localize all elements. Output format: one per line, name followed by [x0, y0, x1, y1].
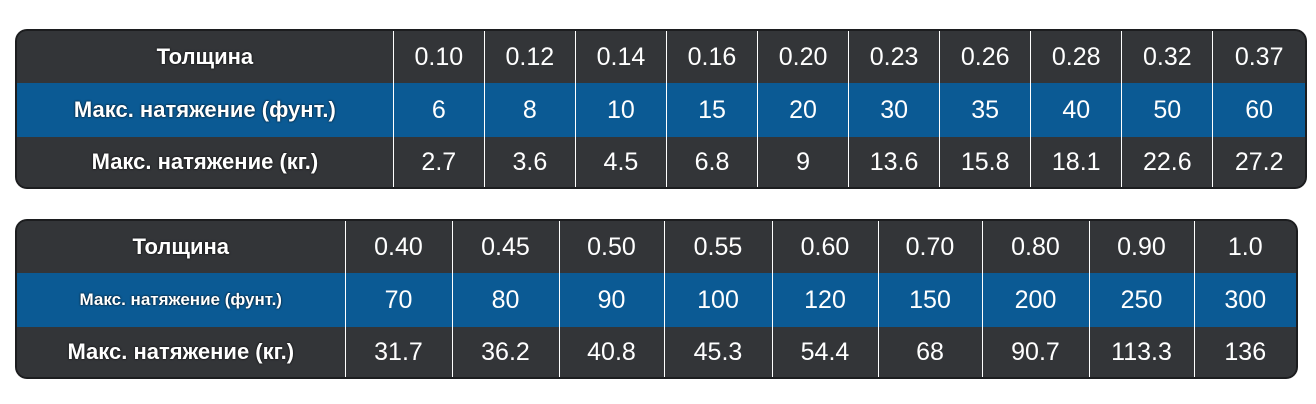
tension-lb-cell: 250	[1088, 273, 1194, 327]
tension-lb-cell: 40	[1030, 83, 1122, 137]
thickness-cell: 0.60	[771, 221, 878, 273]
tension-lb-cell: 6	[392, 83, 485, 137]
thickness-cell: 0.28	[1030, 31, 1122, 83]
thickness-cell: 0.37	[1212, 31, 1305, 83]
tension-kg-cell: 113.3	[1088, 327, 1194, 377]
tension-lb-row: Макс. натяжение (фунт.) 70 80 90 100 120…	[17, 273, 1296, 327]
tension-kg-row: Макс. натяжение (кг.) 31.7 36.2 40.8 45.…	[17, 327, 1296, 377]
thickness-row: Толщина 0.40 0.45 0.50 0.55 0.60 0.70 0.…	[17, 221, 1296, 273]
tension-kg-cell: 6.8	[665, 137, 758, 187]
specification-table-1: Толщина 0.10 0.12 0.14 0.16 0.20 0.23 0.…	[17, 31, 1305, 187]
tension-kg-cell: 2.7	[392, 137, 485, 187]
thickness-cell: 1.0	[1193, 221, 1296, 273]
thickness-cell: 0.55	[663, 221, 772, 273]
tension-lb-label: Макс. натяжение (фунт.)	[17, 83, 394, 137]
tension-lb-cell: 90	[558, 273, 664, 327]
thickness-cell: 0.50	[558, 221, 664, 273]
tension-kg-cell: 40.8	[558, 327, 664, 377]
tension-lb-cell: 300	[1193, 273, 1296, 327]
tension-kg-cell: 22.6	[1121, 137, 1213, 187]
tension-lb-cell: 60	[1212, 83, 1305, 137]
tension-kg-cell: 45.3	[663, 327, 772, 377]
thickness-cell: 0.70	[877, 221, 982, 273]
tension-lb-cell: 10	[574, 83, 667, 137]
tension-kg-cell: 136	[1193, 327, 1296, 377]
thickness-cell: 0.32	[1121, 31, 1213, 83]
thickness-cell: 0.26	[939, 31, 1031, 83]
tension-lb-cell: 80	[451, 273, 559, 327]
tension-lb-cell: 15	[665, 83, 758, 137]
tension-kg-row: Макс. натяжение (кг.) 2.7 3.6 4.5 6.8 9 …	[17, 137, 1305, 187]
thickness-cell: 0.10	[392, 31, 485, 83]
tension-kg-cell: 27.2	[1212, 137, 1305, 187]
thickness-label: Толщина	[17, 221, 345, 273]
tension-kg-label: Макс. натяжение (кг.)	[17, 137, 394, 187]
tension-lb-cell: 120	[771, 273, 878, 327]
thickness-cell: 0.20	[757, 31, 849, 83]
thickness-cell: 0.23	[848, 31, 940, 83]
tension-lb-label: Макс. натяжение (фунт.)	[17, 273, 345, 327]
tension-lb-cell: 35	[939, 83, 1031, 137]
tension-lb-cell: 20	[757, 83, 849, 137]
tension-lb-cell: 70	[344, 273, 452, 327]
tension-kg-cell: 36.2	[451, 327, 559, 377]
tension-kg-cell: 15.8	[939, 137, 1031, 187]
tension-kg-cell: 4.5	[574, 137, 667, 187]
tension-lb-cell: 100	[663, 273, 772, 327]
tension-kg-cell: 9	[757, 137, 849, 187]
tension-lb-cell: 50	[1121, 83, 1213, 137]
thickness-cell: 0.90	[1088, 221, 1194, 273]
thickness-cell: 0.40	[344, 221, 452, 273]
tension-lb-cell: 8	[483, 83, 576, 137]
tension-kg-cell: 68	[877, 327, 982, 377]
tension-kg-cell: 54.4	[771, 327, 878, 377]
tension-kg-cell: 18.1	[1030, 137, 1122, 187]
thickness-label: Толщина	[17, 31, 394, 83]
thickness-cell: 0.14	[574, 31, 667, 83]
tension-lb-cell: 150	[877, 273, 982, 327]
thickness-cell: 0.16	[665, 31, 758, 83]
specification-table-2: Толщина 0.40 0.45 0.50 0.55 0.60 0.70 0.…	[17, 221, 1296, 377]
tension-kg-cell: 31.7	[344, 327, 452, 377]
tension-kg-cell: 90.7	[981, 327, 1089, 377]
thickness-cell: 0.45	[451, 221, 559, 273]
tension-kg-cell: 3.6	[483, 137, 576, 187]
tension-lb-cell: 200	[981, 273, 1089, 327]
tension-lb-row: Макс. натяжение (фунт.) 6 8 10 15 20 30 …	[17, 83, 1305, 137]
tension-kg-cell: 13.6	[848, 137, 940, 187]
thickness-cell: 0.12	[483, 31, 576, 83]
thickness-cell: 0.80	[981, 221, 1089, 273]
thickness-row: Толщина 0.10 0.12 0.14 0.16 0.20 0.23 0.…	[17, 31, 1305, 83]
tension-kg-label: Макс. натяжение (кг.)	[17, 327, 345, 377]
tension-lb-cell: 30	[848, 83, 940, 137]
